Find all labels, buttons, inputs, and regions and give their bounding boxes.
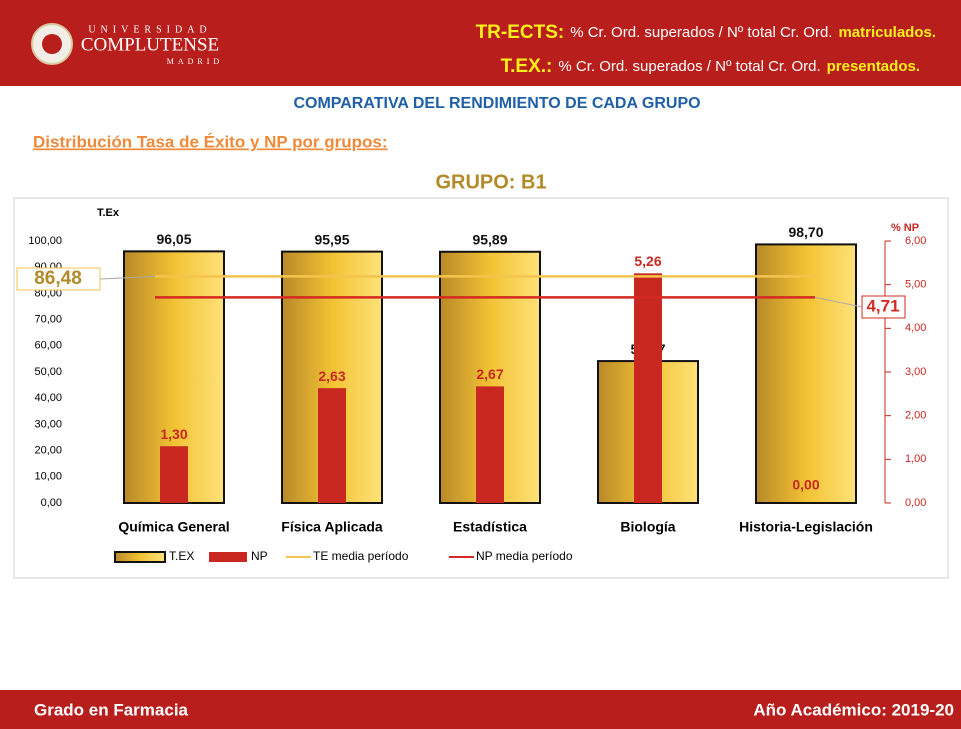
logo-city: MADRID	[167, 57, 223, 66]
header-highlight: presentados.	[827, 58, 920, 75]
logo-top: UNIVERSIDAD	[88, 24, 211, 35]
header-line2: T.EX.: % Cr. Ord. superados / Nº total Cr…	[501, 56, 920, 77]
np-bar	[318, 388, 346, 503]
footer-right: Año Académico: 2019-20	[753, 700, 954, 719]
data-label: 95,95	[314, 231, 349, 247]
np-bar	[160, 446, 188, 503]
y2-tick-label: 0,00	[905, 497, 926, 509]
chart-frame	[13, 197, 949, 579]
annotation-box	[16, 267, 101, 291]
annotation: 4,71	[866, 296, 899, 315]
legend-swatch	[209, 552, 247, 562]
x-tick-label: Historia-Legislación	[739, 519, 873, 535]
data-label: 98,70	[788, 224, 823, 240]
y2-tick-label: 5,00	[905, 279, 926, 291]
y2-tick-label: 6,00	[905, 235, 926, 247]
leader	[814, 296, 863, 308]
np-bar	[634, 273, 662, 503]
x-tick-label: Física Aplicada	[281, 519, 383, 535]
logo-name: COMPLUTENSE	[81, 34, 219, 55]
header-band	[0, 0, 961, 86]
tex-bar	[755, 243, 857, 504]
y2-tick-label: 3,00	[905, 366, 926, 378]
data-label: 1,30	[160, 426, 187, 442]
subheading: Distribución Tasa de Éxito y NP por grup…	[33, 132, 388, 151]
header-line1: TR-ECTS: % Cr. Ord. superados / Nº total …	[476, 22, 936, 43]
header-text: % Cr. Ord. superados / Nº total Cr. Ord.	[558, 58, 820, 75]
x-tick-label: Química General	[118, 519, 229, 535]
y-axis-label: T.Ex	[97, 207, 120, 219]
x-tick-label: Biología	[620, 519, 675, 535]
y-tick-label: 40,00	[34, 392, 62, 404]
data-label: 5,26	[634, 253, 661, 269]
y-tick-label: 70,00	[34, 314, 62, 326]
header-highlight: matriculados.	[838, 24, 936, 41]
data-label: 0,00	[792, 477, 819, 493]
data-label: 95,89	[472, 231, 507, 247]
annotation-box	[861, 295, 906, 319]
y-tick-label: 10,00	[34, 471, 62, 483]
y-tick-label: 60,00	[34, 340, 62, 352]
y2-axis-label: % NP	[891, 222, 919, 234]
data-label: 2,67	[476, 366, 503, 382]
leader	[99, 275, 156, 280]
data-label: 2,63	[318, 368, 345, 384]
y2-tick-label: 4,00	[905, 322, 926, 334]
y-tick-label: 30,00	[34, 418, 62, 430]
y-tick-label: 100,00	[28, 235, 62, 247]
y-tick-label: 0,00	[41, 497, 62, 509]
legend-label: T.EX	[169, 549, 194, 563]
y-tick-label: 20,00	[34, 445, 62, 457]
x-tick-label: Estadística	[453, 519, 527, 535]
np-bar	[476, 386, 504, 503]
chart-title: GRUPO: B1	[435, 171, 546, 193]
y-tick-label: 50,00	[34, 366, 62, 378]
y2-tick-label: 1,00	[905, 453, 926, 465]
legend-label: TE media período	[313, 549, 409, 563]
annotation: 86,48	[34, 268, 82, 289]
y2-tick-label: 2,00	[905, 410, 926, 422]
data-label: 96,05	[156, 231, 191, 247]
header-key: T.EX.:	[501, 56, 553, 77]
footer-left: Grado en Farmacia	[34, 700, 189, 719]
logo-core	[42, 34, 62, 54]
legend-swatch	[114, 551, 166, 563]
footer-band	[0, 690, 961, 729]
legend-label: NP	[251, 549, 268, 563]
header-key: TR-ECTS:	[476, 22, 565, 43]
legend-label: NP media período	[476, 549, 573, 563]
heading: COMPARATIVA DEL RENDIMIENTO DE CADA GRUP…	[293, 95, 700, 112]
header-text: % Cr. Ord. superados / Nº total Cr. Ord.	[570, 24, 832, 41]
